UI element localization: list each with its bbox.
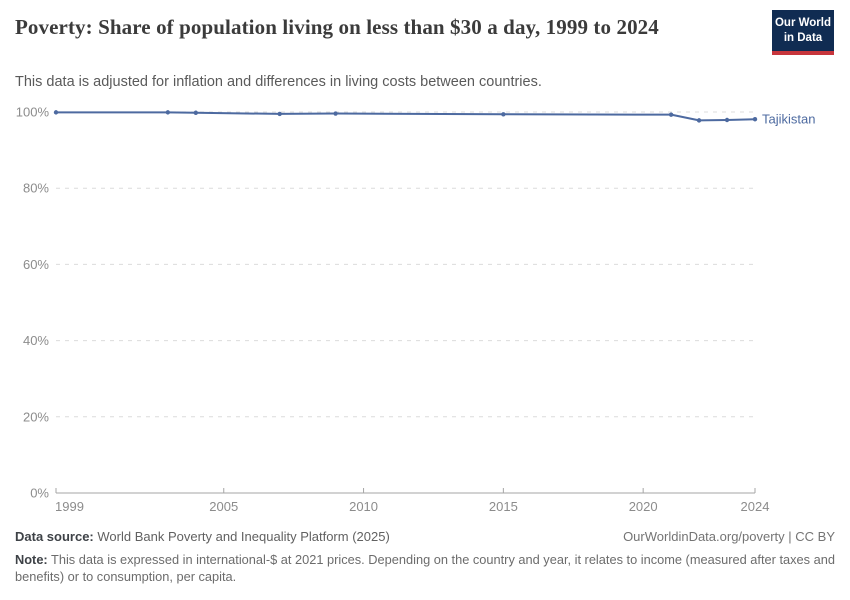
owid-logo-line2: in Data bbox=[783, 32, 823, 44]
tajikistan-line[interactable] bbox=[55, 111, 756, 122]
owid-logo[interactable]: Our World in Data bbox=[772, 10, 834, 55]
note-text: This data is expressed in international-… bbox=[15, 552, 835, 584]
credit-link[interactable]: OurWorldinData.org/poverty | CC BY bbox=[623, 529, 835, 544]
data-point-2021[interactable] bbox=[668, 112, 674, 117]
data-point-2024[interactable] bbox=[752, 117, 758, 122]
x-tick-label-2015: 2015 bbox=[489, 499, 518, 514]
data-point-2003[interactable] bbox=[165, 110, 171, 115]
chart-plot-area[interactable]: 0% 20% 40% 60% 80% 100% 1999 2005 2010 2015 2020 20… bbox=[0, 100, 850, 525]
y-tick-label-80: 80% bbox=[23, 181, 49, 196]
y-tick-label-100: 100% bbox=[16, 105, 50, 120]
note-line: Note: This data is expressed in internat… bbox=[15, 551, 835, 585]
x-tick-label-2024: 2024 bbox=[741, 499, 770, 514]
entity-label: Tajikistan bbox=[762, 112, 815, 127]
chart-subtitle: This data is adjusted for inflation and … bbox=[15, 74, 542, 90]
data-point-1999[interactable] bbox=[53, 110, 59, 115]
data-point-2004[interactable] bbox=[193, 110, 198, 115]
chart-footer: Data source: World Bank Poverty and Ineq… bbox=[15, 529, 835, 585]
data-source-text: World Bank Poverty and Inequality Platfo… bbox=[97, 529, 390, 544]
y-tick-label-20: 20% bbox=[23, 409, 49, 424]
data-point-2023[interactable] bbox=[724, 117, 730, 123]
owid-logo-line1: Our World bbox=[774, 17, 831, 29]
data-source-label: Data source: bbox=[15, 529, 94, 544]
data-point-2022[interactable] bbox=[696, 118, 702, 123]
data-point-2015[interactable] bbox=[501, 112, 506, 117]
x-tick-label-2020: 2020 bbox=[629, 499, 658, 514]
chart-title: Poverty: Share of population living on l… bbox=[15, 15, 659, 39]
x-tick-label-2005: 2005 bbox=[209, 499, 238, 514]
data-point-2009[interactable] bbox=[333, 111, 338, 116]
y-tick-label-0: 0% bbox=[30, 486, 49, 501]
x-tick-label-2010: 2010 bbox=[349, 499, 378, 514]
data-point-2007[interactable] bbox=[277, 111, 282, 117]
y-tick-label-60: 60% bbox=[23, 257, 49, 272]
y-tick-label-40: 40% bbox=[23, 333, 49, 348]
x-tick-label-1999: 1999 bbox=[55, 499, 84, 514]
note-label: Note: bbox=[15, 552, 48, 567]
data-source-line: Data source: World Bank Poverty and Ineq… bbox=[15, 529, 390, 544]
